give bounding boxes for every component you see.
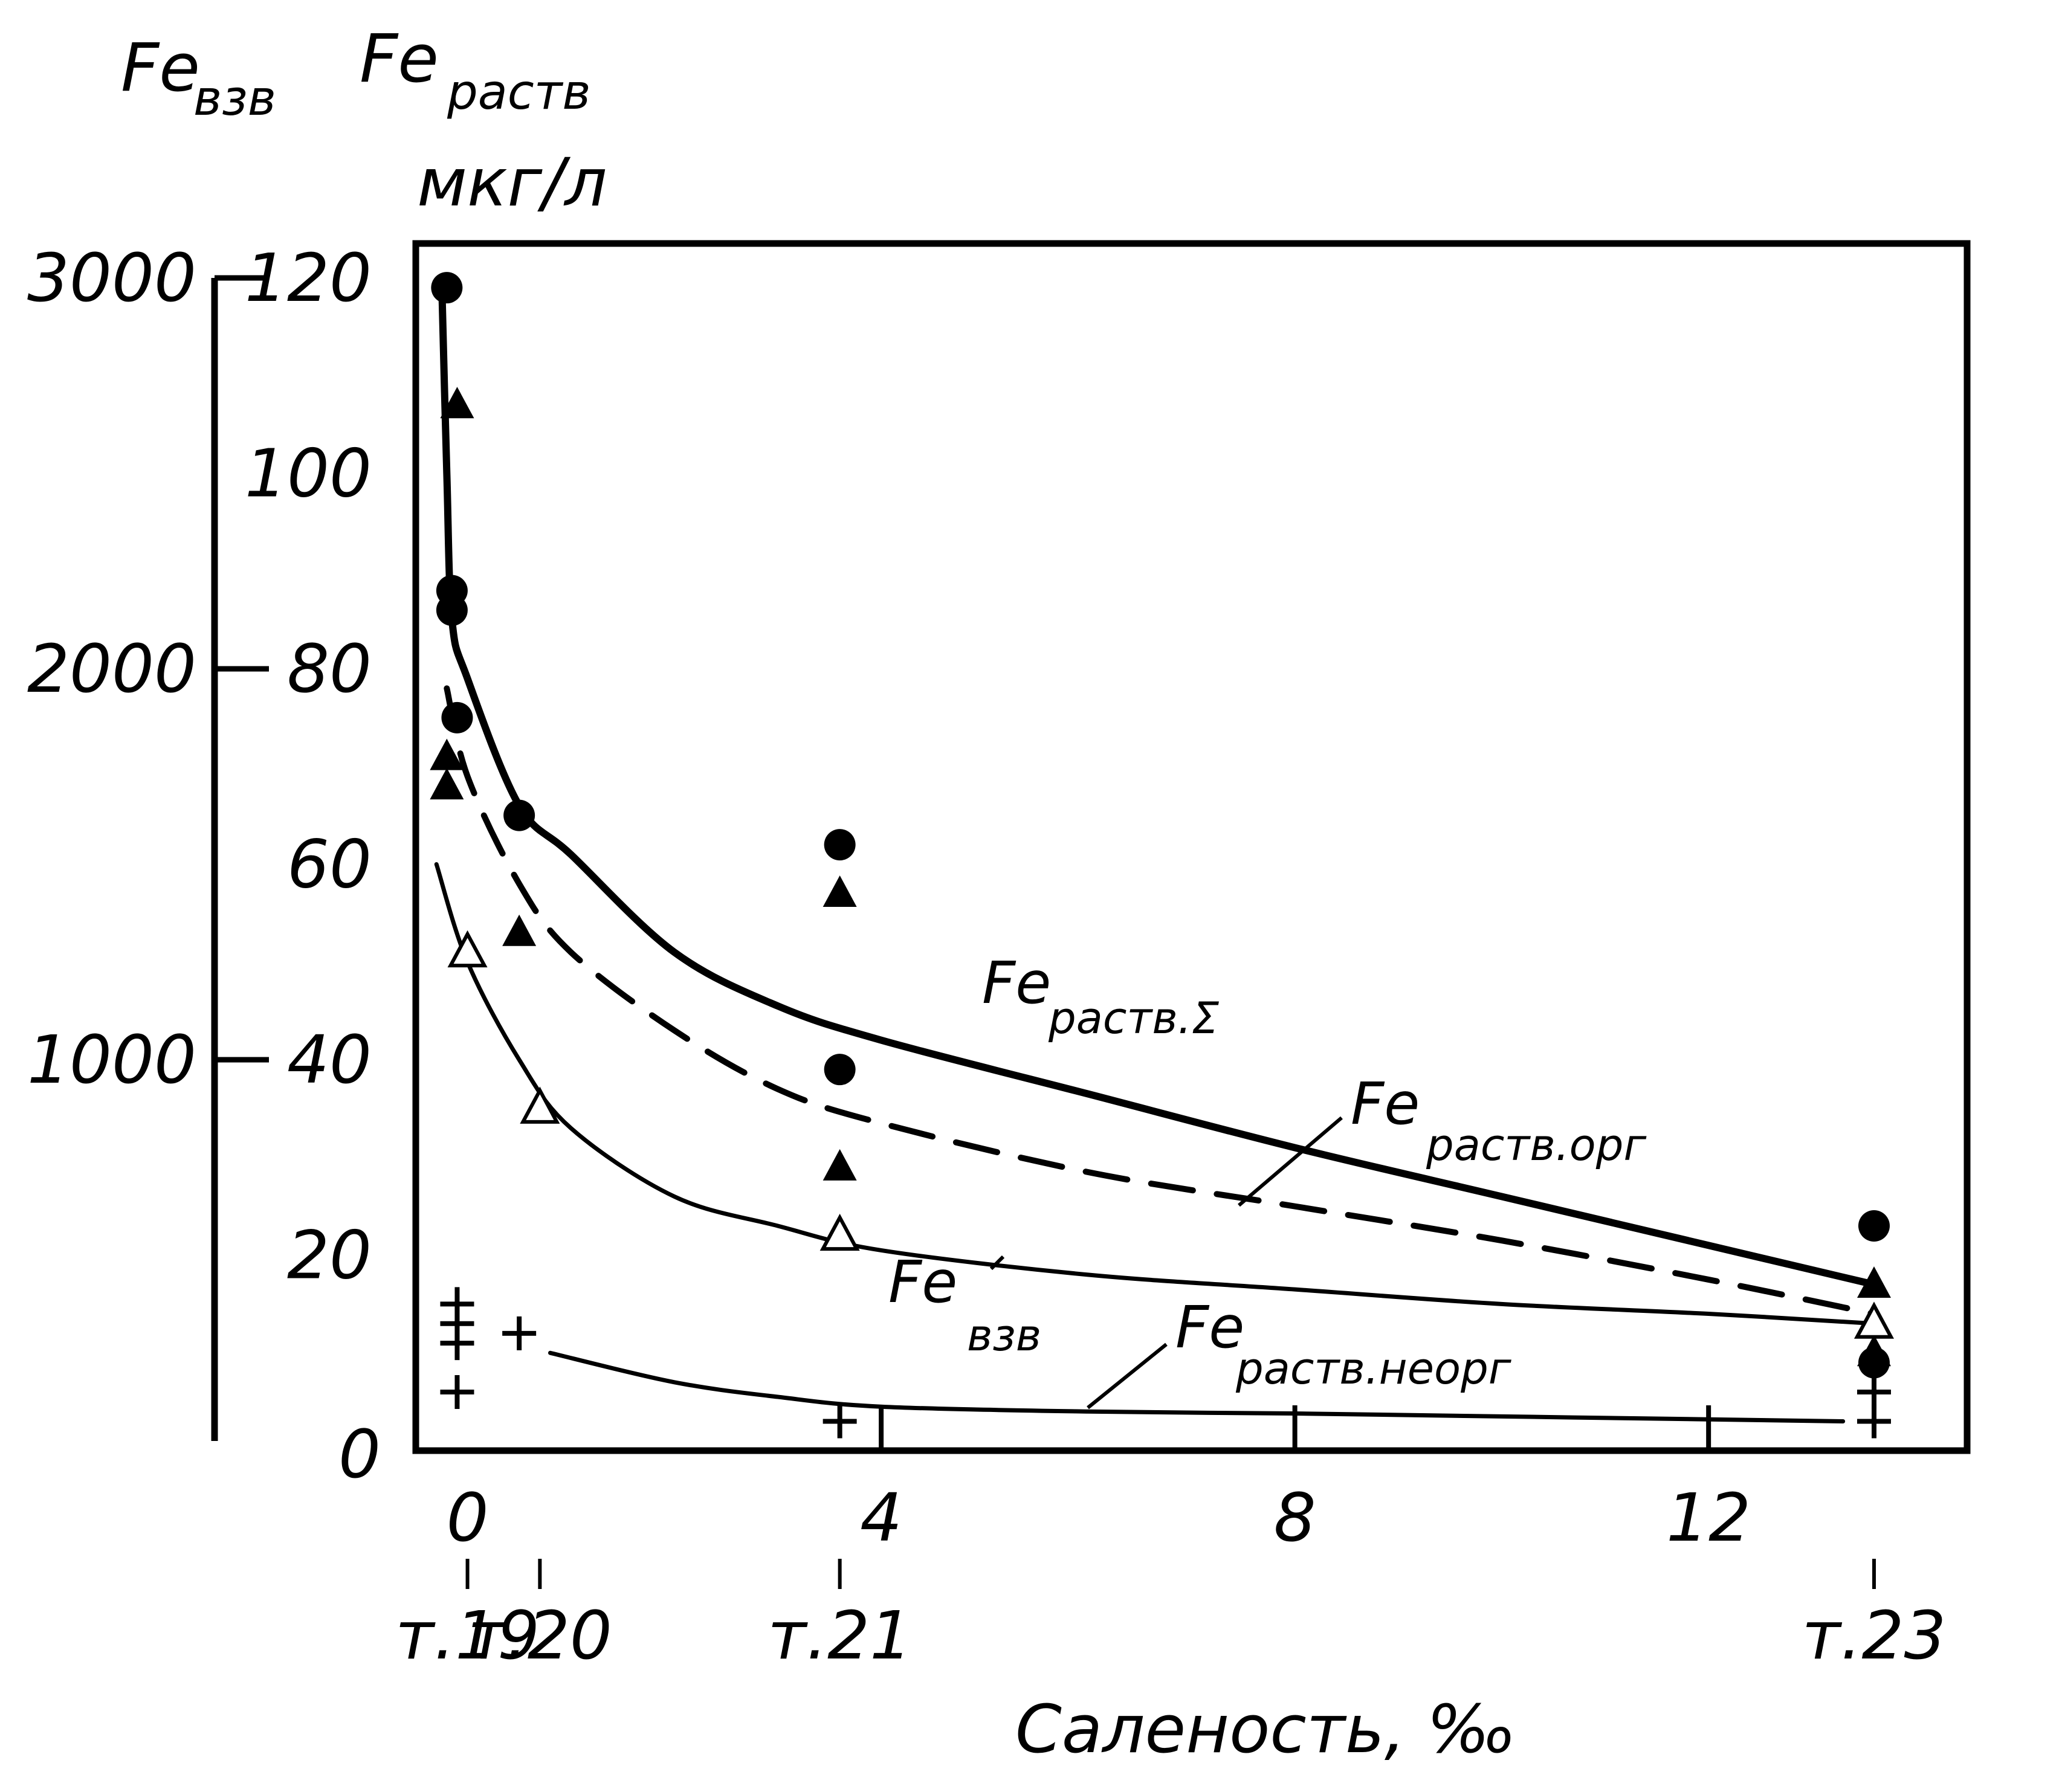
series-1-point — [823, 875, 857, 907]
inner-axis-title: Fe раств мкг/л — [360, 20, 607, 221]
series-3-leader — [1087, 1342, 1168, 1410]
series-2-label-main: Fe — [888, 1248, 957, 1316]
inner-axis-tick-label: 120 — [245, 239, 372, 317]
series-1-point — [823, 1149, 857, 1181]
series-3-point — [440, 1375, 474, 1409]
station-label: т.20 — [468, 1597, 612, 1674]
series-3-curve — [548, 1350, 1846, 1423]
x-axis-title: Саленость, ‰ — [1015, 1690, 1516, 1768]
series-1-point — [1857, 1335, 1891, 1367]
plot-border — [412, 240, 1971, 1454]
series-3-point — [1857, 1375, 1891, 1409]
series-2-point — [447, 930, 488, 968]
x-axis-tick-label: 0 — [447, 1479, 489, 1556]
inner-axis-tick-label: 60 — [287, 826, 372, 903]
series-3-label-main: Fe — [1175, 1294, 1244, 1361]
inner-axis-tick-label: 40 — [287, 1021, 372, 1098]
station-label: т.19 — [395, 1597, 540, 1674]
x-axis-tick-label: 8 — [1274, 1479, 1316, 1556]
series-1-label-sub: раств.орг — [1426, 1120, 1647, 1170]
series-0-point — [824, 829, 856, 861]
left-axis-tick-label: 3000 — [27, 239, 196, 317]
series-2-point — [1854, 1301, 1895, 1339]
series-1-point — [1857, 1266, 1891, 1298]
series-2-curve — [434, 862, 1876, 1326]
station-label: т.21 — [768, 1597, 912, 1674]
series-3-point — [440, 1326, 474, 1361]
left-axis-title-sub: взв — [193, 70, 276, 126]
series-1-point — [430, 738, 464, 770]
series-0-label-sub: раств.Σ — [1048, 993, 1220, 1043]
series-3-label-sub: раств.неорг — [1235, 1343, 1512, 1394]
inner-axis-tick-label: 100 — [245, 435, 372, 512]
series-0-point — [441, 701, 473, 733]
inner-axis-tick-label: 20 — [287, 1217, 372, 1294]
series-0-point — [1858, 1210, 1890, 1242]
series-2-label-sub: взв — [967, 1310, 1041, 1361]
x-axis: 0 4 8 12 т.19т.20 т.21 т.23 — [395, 1405, 1946, 1674]
x-axis-tick-label: 4 — [860, 1479, 902, 1556]
series-1-point — [430, 768, 464, 800]
series-1-leader — [1238, 1116, 1343, 1207]
series-2-point — [819, 1213, 860, 1251]
series-2-leader — [989, 1255, 1005, 1271]
series-3-point — [823, 1404, 857, 1439]
series-curves — [434, 274, 1878, 1423]
series-0-point — [824, 1054, 856, 1086]
series-2-point — [520, 1086, 560, 1124]
left-axis-tick-label: 1000 — [27, 1021, 196, 1098]
left-axis-tick-label: 2000 — [27, 630, 196, 707]
inner-axis-title-sub: раств — [447, 64, 591, 120]
left-axis-title-main: Fe — [121, 29, 200, 106]
series-3-point — [502, 1316, 537, 1350]
inner-axis-title-main: Fe — [360, 20, 439, 97]
series-3-point — [1857, 1404, 1891, 1439]
zero-label: 0 — [338, 1416, 381, 1493]
series-1-label-main: Fe — [1351, 1070, 1420, 1138]
inner-axis-tick-label: 80 — [287, 630, 372, 707]
left-axis-title: Fe взв — [121, 29, 276, 126]
inner-y-axis: 20 40 60 80 100 120 — [245, 239, 372, 1294]
x-axis-tick-label: 12 — [1666, 1479, 1751, 1556]
series-1-point — [502, 914, 537, 946]
series-1-curve — [444, 685, 1877, 1317]
series-0-label-main: Fe — [982, 949, 1051, 1017]
station-label: т.23 — [1802, 1597, 1946, 1674]
series-0-point — [503, 799, 535, 831]
left-y-axis: 1000 2000 3000 — [27, 239, 269, 1441]
inner-axis-units: мкг/л — [417, 144, 607, 221]
series-0-curve — [438, 274, 1878, 1289]
series-points — [430, 272, 1895, 1439]
series-0-point — [431, 272, 463, 304]
series-0-point — [436, 594, 468, 626]
series-1-point — [440, 387, 474, 419]
plot-frame — [412, 240, 1971, 1454]
